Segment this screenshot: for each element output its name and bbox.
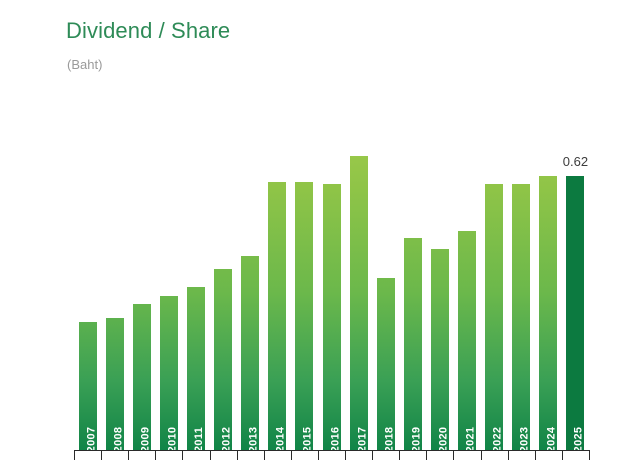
bar-2013[interactable]: 2013 <box>241 255 260 451</box>
bar-slot: 2022 <box>485 100 504 451</box>
bar-fill <box>485 184 504 451</box>
x-axis-tick <box>561 451 563 460</box>
bar-fill <box>539 175 558 451</box>
x-axis-tick <box>155 451 157 460</box>
bar-slot: 2008 <box>105 100 124 451</box>
bar-slot: 2023 <box>512 100 531 451</box>
x-axis-tick <box>74 451 75 460</box>
x-axis-tick <box>507 451 509 460</box>
bar-slot: 2018 <box>376 100 395 451</box>
bar-fill <box>241 255 260 451</box>
bar-2008[interactable]: 2008 <box>105 317 124 451</box>
bar-2007[interactable]: 2007 <box>78 322 97 451</box>
chart-subtitle-units: (Baht) <box>67 57 103 72</box>
bar-slot: 2007 <box>78 100 97 451</box>
bar-fill <box>159 295 178 451</box>
x-axis-tick <box>128 451 130 460</box>
bar-fill <box>186 286 205 451</box>
bar-slot: 2016 <box>322 100 341 451</box>
bar-fill <box>403 237 422 451</box>
bar-2024[interactable]: 2024 <box>539 175 558 451</box>
bar-fill <box>566 175 585 451</box>
x-axis-tick <box>182 451 184 460</box>
bar-fill <box>430 248 449 451</box>
bar-fill <box>349 155 368 451</box>
bar-fill <box>458 231 477 451</box>
bar-2011[interactable]: 2011 <box>186 286 205 451</box>
x-axis-tick <box>101 451 103 460</box>
bar-slot: 2010 <box>159 100 178 451</box>
x-axis-tick <box>345 451 347 460</box>
bar-fill <box>105 317 124 451</box>
bar-2012[interactable]: 2012 <box>214 268 233 451</box>
bar-slot: 2017 <box>349 100 368 451</box>
bar-2023[interactable]: 2023 <box>512 184 531 451</box>
x-axis-tick <box>453 451 455 460</box>
x-axis-tick <box>317 451 319 460</box>
bar-slot: 2014 <box>268 100 287 451</box>
bar-fill <box>512 184 531 451</box>
x-axis-tick <box>290 451 292 460</box>
bar-fill <box>322 184 341 451</box>
x-axis-tick <box>480 451 482 460</box>
bar-slot: 2013 <box>241 100 260 451</box>
bar-fill <box>268 182 287 451</box>
x-axis-tick <box>263 451 265 460</box>
bar-2020[interactable]: 2020 <box>430 248 449 451</box>
bar-2014[interactable]: 2014 <box>268 182 287 451</box>
bar-fill <box>295 182 314 451</box>
x-axis-tick <box>399 451 401 460</box>
bar-2022[interactable]: 2022 <box>485 184 504 451</box>
bar-2016[interactable]: 2016 <box>322 184 341 451</box>
bar-2025[interactable]: 2025 <box>566 175 585 451</box>
bar-slot: 2021 <box>458 100 477 451</box>
bar-fill <box>214 268 233 451</box>
x-axis-tick <box>589 451 590 460</box>
bar-slot: 2012 <box>214 100 233 451</box>
bar-2018[interactable]: 2018 <box>376 277 395 451</box>
x-axis-tick <box>426 451 428 460</box>
bar-slot: 2019 <box>403 100 422 451</box>
bar-fill <box>78 322 97 451</box>
bar-2009[interactable]: 2009 <box>132 304 151 451</box>
bar-slot: 2009 <box>132 100 151 451</box>
x-axis-tick <box>372 451 374 460</box>
bar-2017[interactable]: 2017 <box>349 155 368 451</box>
chart-title: Dividend / Share <box>66 18 231 43</box>
x-axis-tick <box>236 451 238 460</box>
bar-slot: 2024 <box>539 100 558 451</box>
x-axis-tick <box>534 451 536 460</box>
bar-2015[interactable]: 2015 <box>295 182 314 451</box>
x-axis-line <box>74 450 590 451</box>
bar-fill <box>132 304 151 451</box>
x-axis-tick <box>209 451 211 460</box>
bar-slot: 2011 <box>186 100 205 451</box>
bar-value-label-2025: 0.62 <box>562 153 589 169</box>
plot-area: 2007 2008 2009 2010 2011 2012 2013 2014 2015 2016… <box>74 100 589 451</box>
bar-2021[interactable]: 2021 <box>458 231 477 451</box>
bar-slot: 2020 <box>430 100 449 451</box>
bar-2019[interactable]: 2019 <box>403 237 422 451</box>
bar-slot: 2025 <box>566 100 585 451</box>
bar-fill <box>376 277 395 451</box>
bar-2010[interactable]: 2010 <box>159 295 178 451</box>
bar-slot: 2015 <box>295 100 314 451</box>
